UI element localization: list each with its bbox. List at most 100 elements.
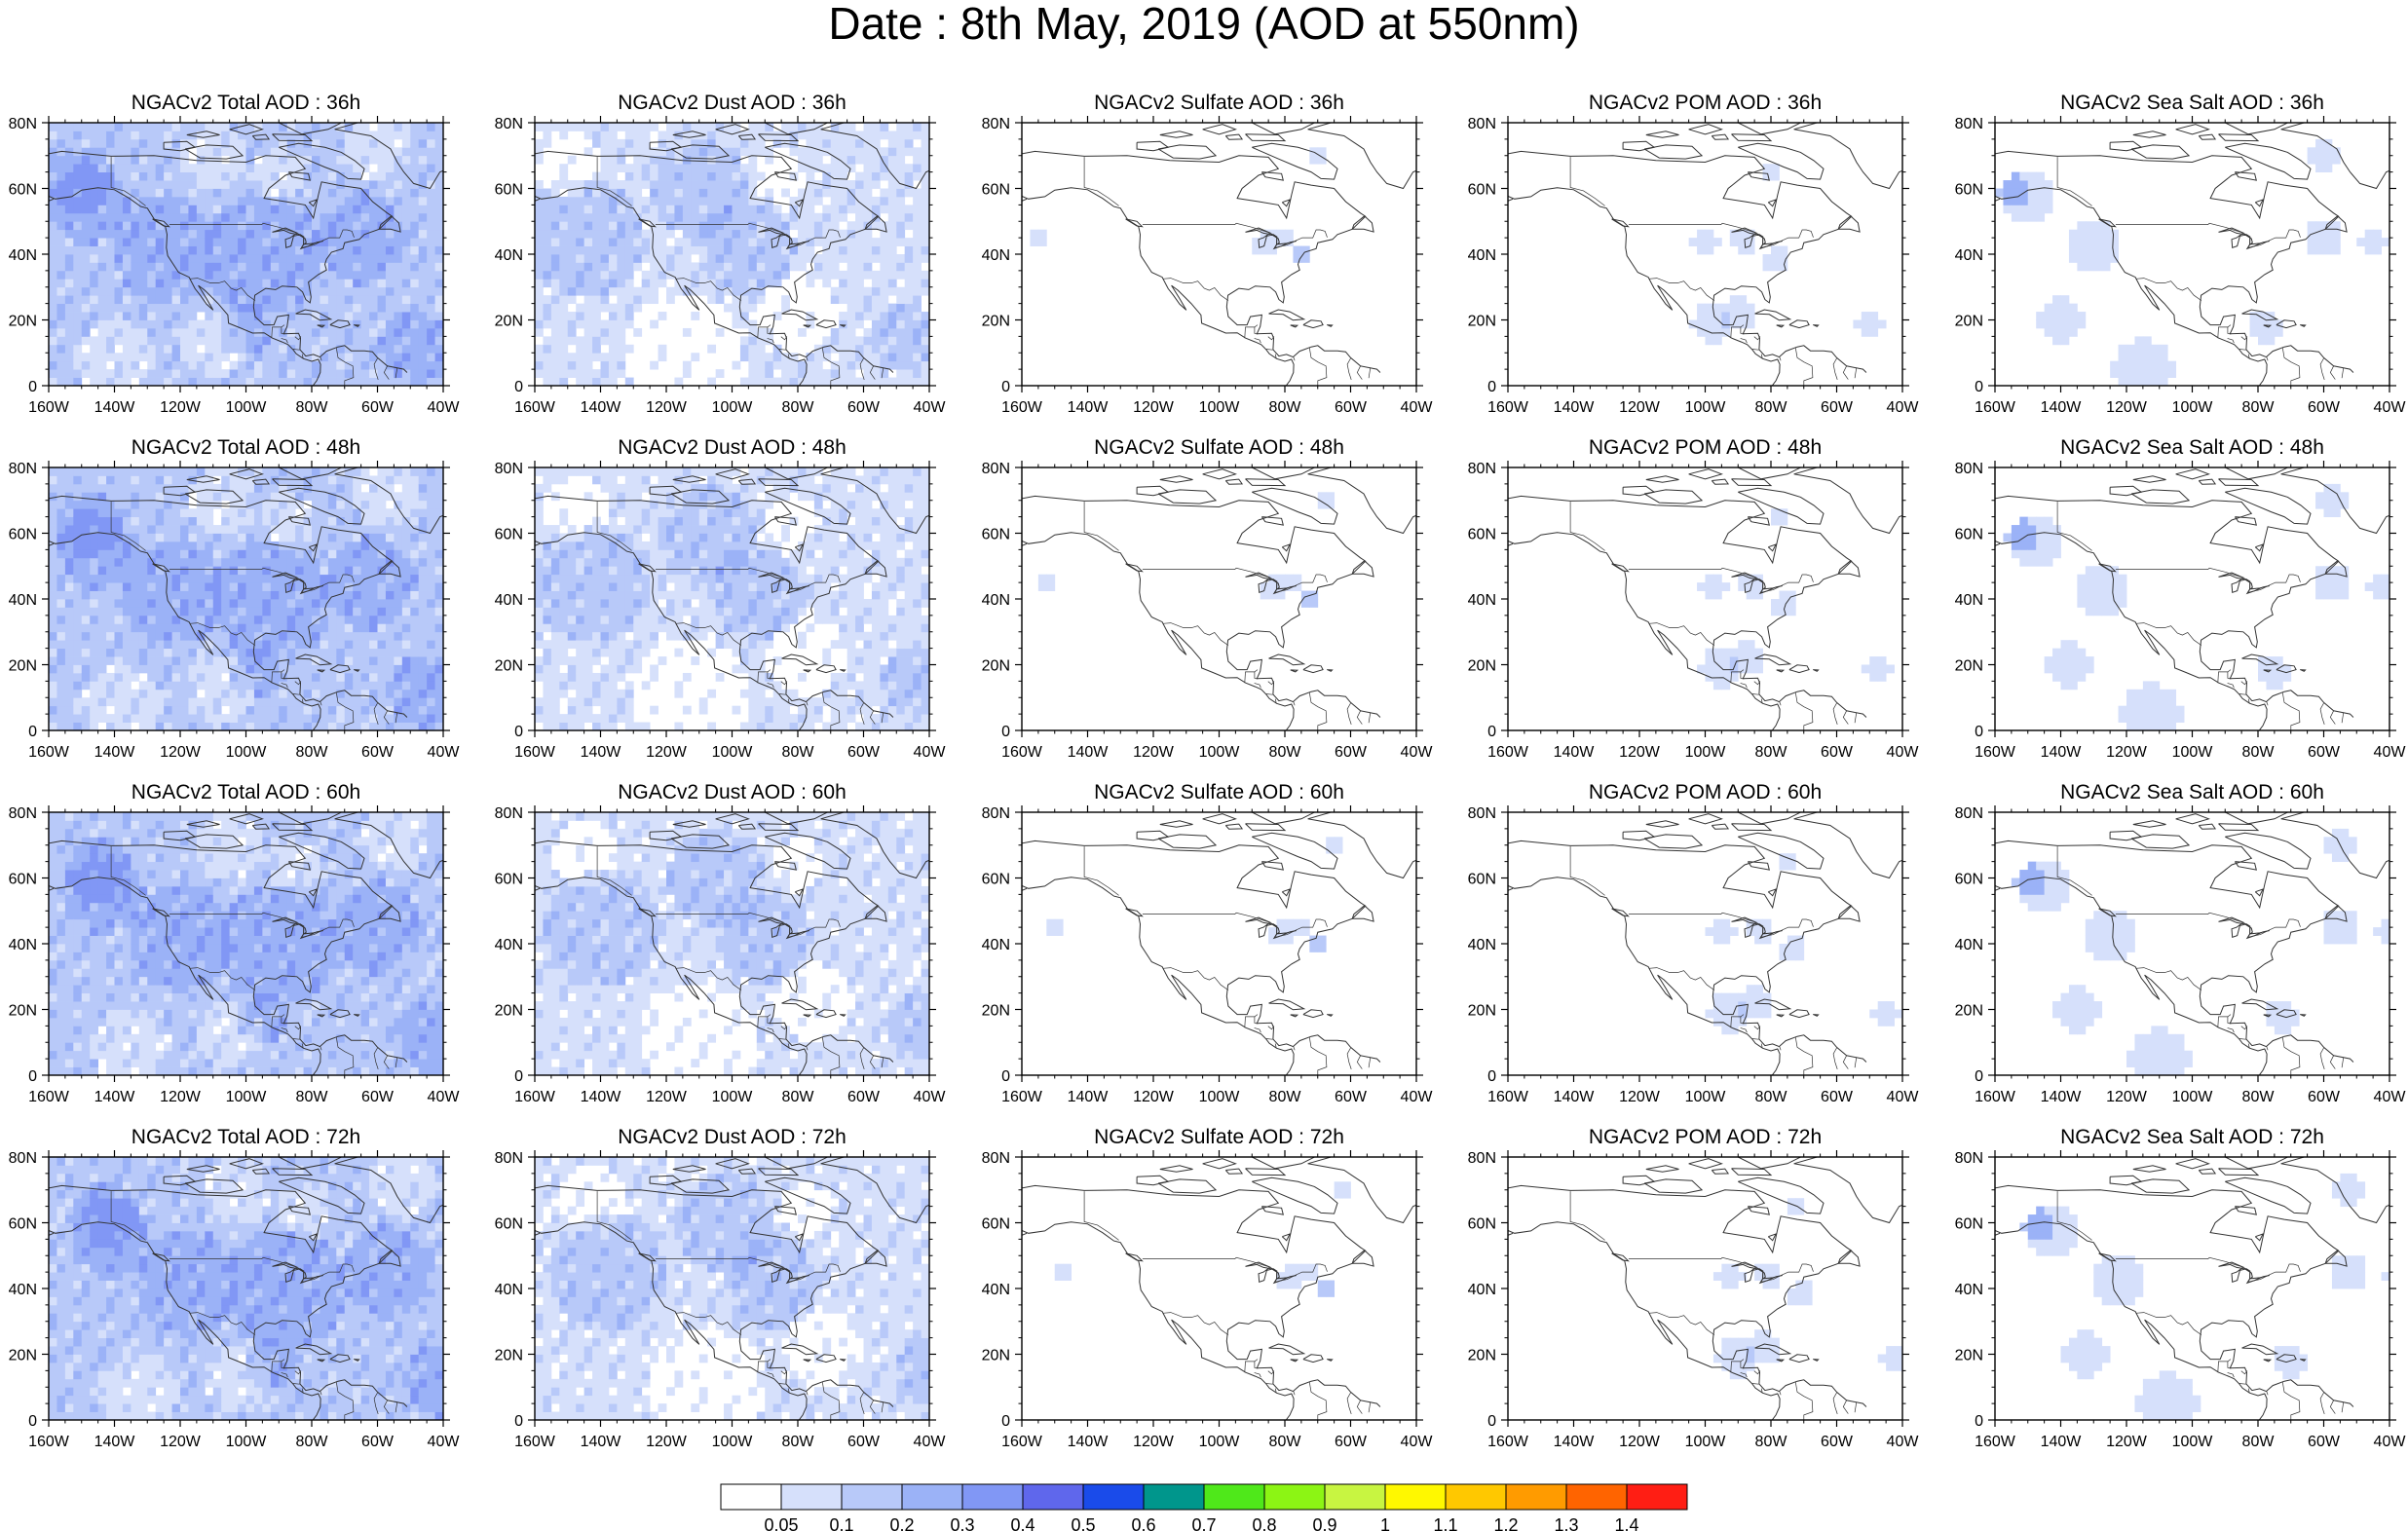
lat-tick-label: 40N [982,1282,1010,1298]
lon-tick-label: 160W [1487,1434,1529,1450]
aod-field [1022,467,1416,730]
lat-tick-label: 80N [982,461,1010,477]
lon-tick-label: 80W [782,399,815,416]
coastlines [49,123,443,386]
lon-tick-label: 160W [1975,399,2016,416]
lon-tick-label: 40W [1401,1089,1434,1105]
colorbar-label: 1.2 [1493,1515,1518,1531]
lon-tick-label: 160W [1487,744,1529,761]
lon-tick-label: 80W [1755,1434,1788,1450]
lat-tick-label: 40N [1468,937,1496,953]
colorbar-label: 1 [1380,1515,1390,1531]
lon-tick-label: 60W [2308,399,2341,416]
panel-title: NGACv2 Sulfate AOD : 60h [1094,781,1344,803]
map-panel-sulfate-60h: NGACv2 Sulfate AOD : 60h 160W 140W 120W 100W… [982,781,1434,1105]
lon-tick-label: 80W [782,1089,815,1105]
panel-title: NGACv2 Total AOD : 48h [132,436,360,459]
lat-tick-label: 40N [495,937,523,953]
lon-tick-label: 60W [2308,1089,2341,1105]
colorbar-label: 0.4 [1010,1515,1035,1531]
lat-tick-label: 60N [1468,872,1496,888]
colorbar-box [720,1483,782,1511]
lon-tick-label: 80W [296,744,329,761]
panel-title: NGACv2 POM AOD : 72h [1589,1126,1822,1148]
lat-tick-label: 80N [495,461,523,477]
coastlines [1022,1157,1416,1420]
lat-tick-label: 80N [9,116,37,132]
panel-title: NGACv2 POM AOD : 60h [1589,781,1822,803]
lat-tick-label: 20N [495,1003,523,1020]
aod-field [535,467,929,730]
lon-tick-label: 40W [914,744,947,761]
aod-field [1508,123,1902,386]
aod-field [1508,467,1902,730]
lat-tick-label: 0 [514,1413,523,1430]
map-panel-total-72h: NGACv2 Total AOD : 72h 160W 140W 120W 100W 80… [9,1126,461,1450]
lat-tick-label: 20N [1468,1003,1496,1020]
lat-tick-label: 60N [9,527,37,543]
lon-tick-label: 120W [160,744,202,761]
lon-tick-label: 140W [1068,744,1110,761]
lat-tick-label: 80N [495,1150,523,1167]
lat-tick-label: 60N [982,1216,1010,1233]
lon-tick-label: 100W [712,399,754,416]
lat-tick-label: 20N [9,1348,37,1364]
lat-tick-label: 0 [28,1068,37,1085]
lat-tick-label: 0 [1001,1413,1010,1430]
lon-tick-label: 120W [1619,399,1661,416]
lat-tick-label: 20N [982,314,1010,330]
colorbar-label: 0.2 [889,1515,914,1531]
lon-tick-label: 40W [428,399,461,416]
lat-tick-label: 20N [1955,1003,1983,1020]
lat-tick-label: 0 [1975,379,1983,395]
panel-title: NGACv2 Dust AOD : 36h [618,92,847,114]
lat-tick-label: 80N [1468,116,1496,132]
lat-tick-label: 80N [495,116,523,132]
lon-tick-label: 60W [361,1434,395,1450]
colorbar-label: 1.1 [1433,1515,1457,1531]
map-panel-seasalt-48h: NGACv2 Sea Salt AOD : 48h 160W 140W 120W 100… [1955,436,2407,761]
colorbar-box [1505,1483,1567,1511]
lon-tick-label: 140W [581,399,622,416]
lon-tick-label: 120W [1133,1089,1175,1105]
lat-tick-label: 60N [1468,182,1496,199]
lon-tick-label: 80W [1755,1089,1788,1105]
lat-tick-label: 20N [982,1348,1010,1364]
lon-tick-label: 100W [712,1089,754,1105]
lat-tick-label: 60N [1955,527,1983,543]
aod-field [1995,123,2389,386]
lon-tick-label: 120W [2106,744,2148,761]
lat-tick-label: 40N [9,247,37,264]
lon-tick-label: 100W [226,1434,268,1450]
aod-field [49,467,443,730]
lat-tick-label: 40N [1468,247,1496,264]
lat-tick-label: 80N [1955,1150,1983,1167]
lon-tick-label: 60W [1335,1089,1368,1105]
lat-tick-label: 0 [1001,379,1010,395]
map-panel-total-60h: NGACv2 Total AOD : 60h 160W 140W 120W 100W 80… [9,781,461,1105]
lat-tick-label: 60N [1955,182,1983,199]
lon-tick-label: 40W [1887,744,1920,761]
lat-tick-label: 40N [9,1282,37,1298]
lat-tick-label: 80N [1955,805,1983,822]
lat-tick-label: 20N [495,314,523,330]
lon-tick-label: 80W [1755,399,1788,416]
aod-field [49,1157,443,1420]
lon-tick-label: 40W [1887,1434,1920,1450]
panel-title: NGACv2 Total AOD : 36h [132,92,360,114]
coastlines [1022,812,1416,1075]
lon-tick-label: 140W [94,1434,136,1450]
panel-title: NGACv2 Sea Salt AOD : 48h [2060,436,2324,459]
lon-tick-label: 140W [1554,399,1596,416]
coastlines [1508,1157,1902,1420]
lon-tick-label: 120W [1619,1089,1661,1105]
lon-tick-label: 100W [712,744,754,761]
map-panel-seasalt-36h: NGACv2 Sea Salt AOD : 36h 160W 140W 120W 100… [1955,92,2407,416]
lat-tick-label: 20N [9,314,37,330]
lat-tick-label: 80N [1468,805,1496,822]
lat-tick-label: 0 [1975,1068,1983,1085]
lon-tick-label: 100W [226,744,268,761]
aod-field [535,123,929,386]
coastlines [535,812,929,1075]
lon-tick-label: 160W [1975,1089,2016,1105]
